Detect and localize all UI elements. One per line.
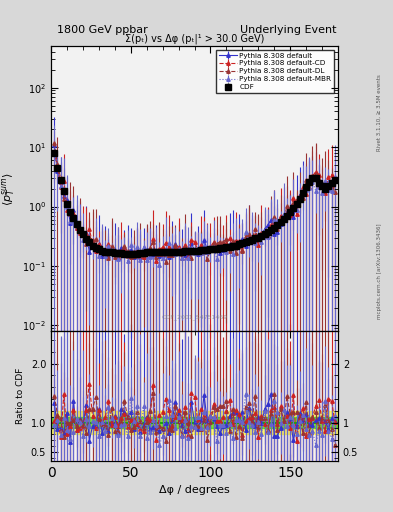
Y-axis label: Ratio to CDF: Ratio to CDF bbox=[16, 368, 25, 424]
Text: CDF_2001_S4751469: CDF_2001_S4751469 bbox=[162, 314, 228, 320]
X-axis label: Δφ / degrees: Δφ / degrees bbox=[159, 485, 230, 495]
Text: Rivet 3.1.10, ≥ 3.5M events: Rivet 3.1.10, ≥ 3.5M events bbox=[377, 74, 382, 151]
Text: mcplots.cern.ch [arXiv:1306.3436]: mcplots.cern.ch [arXiv:1306.3436] bbox=[377, 224, 382, 319]
Text: Underlying Event: Underlying Event bbox=[239, 25, 336, 35]
Y-axis label: $\langle p_T^{sum}\rangle$: $\langle p_T^{sum}\rangle$ bbox=[0, 172, 17, 206]
Title: Σ(pₜ) vs Δφ (pₜ|¹ > 30.0 GeV): Σ(pₜ) vs Δφ (pₜ|¹ > 30.0 GeV) bbox=[125, 34, 264, 45]
Legend: Pythia 8.308 default, Pythia 8.308 default-CD, Pythia 8.308 default-DL, Pythia 8: Pythia 8.308 default, Pythia 8.308 defau… bbox=[216, 50, 334, 93]
Bar bbox=[51, 417, 338, 429]
Text: 1800 GeV ppbar: 1800 GeV ppbar bbox=[57, 25, 148, 35]
Bar bbox=[51, 411, 338, 434]
